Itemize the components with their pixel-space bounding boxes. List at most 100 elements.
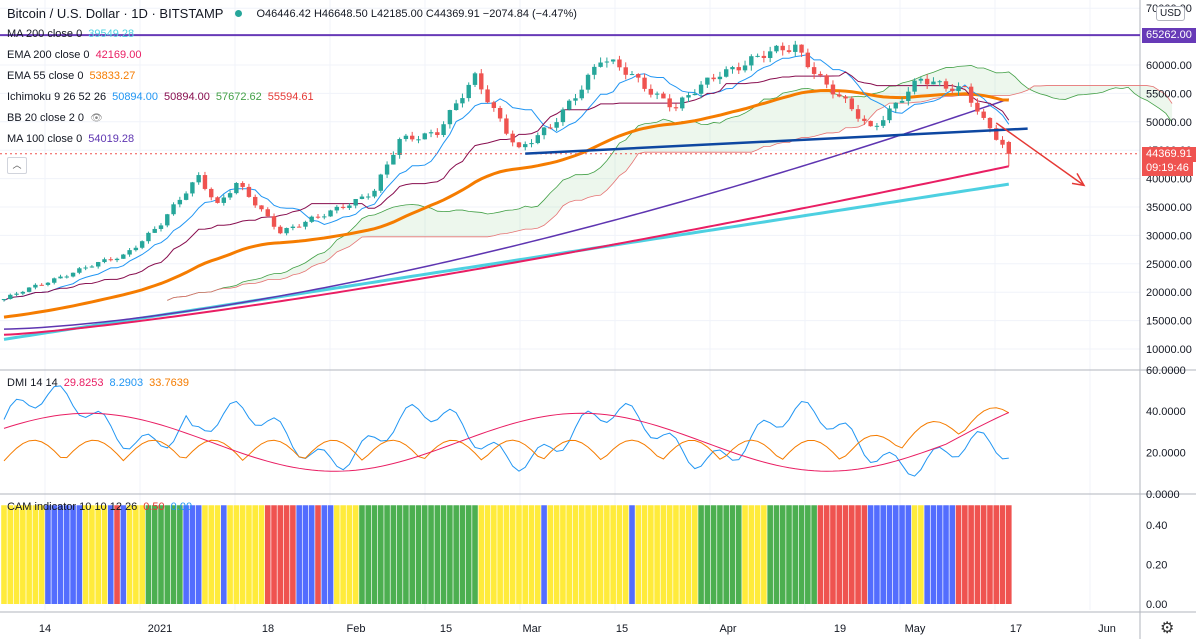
cam-bar [484, 505, 491, 604]
candle-body [881, 120, 886, 126]
candle-body [315, 216, 321, 218]
time-axis-label: 14 [39, 623, 51, 635]
legend-row[interactable]: EMA 55 close 0 53833.27 [7, 66, 320, 87]
cam-bar [547, 505, 554, 604]
price-axis-label: 15000.00 [1146, 316, 1192, 328]
candle-body [786, 50, 792, 52]
legend-label: EMA 200 close 0 [7, 49, 90, 61]
candle-body [397, 139, 402, 155]
cam-bar [918, 505, 924, 604]
candle-body [648, 88, 654, 95]
settings-gear-icon[interactable]: ⚙ [1160, 620, 1175, 637]
legend-row[interactable]: EMA 200 close 0 42169.00 [7, 45, 320, 66]
cam-bar [82, 505, 89, 604]
cam-bar [867, 505, 874, 604]
cam-bar [685, 505, 692, 604]
cam-bar [308, 505, 315, 604]
cam-bar [597, 505, 604, 604]
cloud-fill [167, 65, 1173, 301]
price-axis-label: 50000.00 [1146, 117, 1192, 129]
candle-body [987, 117, 993, 129]
cam-bar [660, 505, 667, 604]
candle-body [742, 65, 748, 71]
candle-body [968, 86, 974, 103]
candle-body [296, 226, 302, 228]
legend-row[interactable]: CAM indicator 10 10 12 26 0.50 0.00 [7, 497, 198, 518]
countdown-tag: 09:19:46 [1142, 161, 1193, 176]
cam-bar [936, 505, 943, 604]
legend-row[interactable]: MA 200 close 0 39549.28 [7, 24, 320, 45]
candle-body [1000, 139, 1005, 145]
candle-body [177, 199, 183, 205]
cam-bar [170, 505, 177, 604]
candle-body [793, 44, 798, 52]
cam-bar [346, 505, 353, 604]
candle-body [661, 93, 666, 99]
candle-body [152, 228, 157, 233]
candle-body [811, 67, 817, 74]
legend-row[interactable]: Ichimoku 9 26 52 26 50894.00 50894.00 57672… [7, 87, 320, 108]
legend-value: 33.7639 [149, 377, 189, 389]
time-axis-label: Feb [347, 623, 366, 635]
hidden-eye-icon[interactable]: 👁 [90, 113, 103, 124]
cam-bar [974, 505, 981, 604]
candle-body [636, 74, 641, 78]
candle-body [372, 190, 377, 197]
candle-body [221, 197, 226, 203]
candle-body [805, 52, 811, 68]
price-axis-label: 10000.00 [1146, 344, 1192, 356]
candle-body [485, 89, 490, 103]
candle-body [962, 86, 968, 88]
cam-bar [38, 505, 45, 604]
cam-bar [151, 505, 158, 604]
legend-value: 0.00 [170, 501, 193, 513]
collapse-legend-button[interactable]: ︿ [7, 157, 27, 174]
candle-body [39, 284, 44, 286]
candle-body [937, 81, 942, 83]
candle-body [33, 284, 38, 288]
minus-di-line [3, 407, 1010, 462]
candle-body [460, 98, 465, 104]
candle-body [20, 291, 26, 294]
cam-bar [710, 505, 717, 604]
candle-body [724, 69, 729, 77]
chart-header: Bitcoin / U.S. Dollar · 1D · BITSTAMP O4… [7, 6, 577, 21]
plus-di-line [3, 385, 1009, 477]
candle-body [259, 205, 264, 210]
candle-body [893, 102, 898, 109]
legend-row[interactable]: BB 20 close 2 0 👁 [7, 108, 320, 129]
candle-body [1, 299, 7, 301]
dmi-axis-label: 40.0000 [1146, 406, 1186, 418]
cam-bar [434, 505, 441, 604]
legend-row[interactable]: DMI 14 14 29.8253 8.2903 33.7639 [7, 373, 195, 394]
cam-bar [717, 505, 723, 604]
time-axis-label: Mar [523, 623, 542, 635]
legend-label: EMA 55 close 0 [7, 70, 84, 82]
cam-bar [352, 505, 359, 604]
cam-bar [874, 505, 880, 604]
candle-body [8, 294, 13, 300]
currency-button[interactable]: USD [1156, 6, 1186, 21]
candle-body [328, 210, 333, 217]
cam-bar [729, 505, 736, 604]
cam-bar [45, 505, 51, 604]
cam-bar [133, 505, 139, 604]
candle-body [227, 193, 233, 198]
candle-body [642, 77, 647, 89]
cam-bar [830, 505, 836, 604]
candle-body [617, 59, 622, 68]
candle-body [523, 144, 528, 148]
cam-bar [767, 505, 773, 604]
legend-row[interactable]: MA 100 close 0 54019.28 [7, 129, 320, 150]
cam-bar [748, 505, 755, 604]
legend-label: DMI 14 14 [7, 377, 58, 389]
cam-bar [239, 505, 246, 604]
cam-bar [252, 505, 258, 604]
cam-pane: 0.40 0.20 0.00 [1, 505, 1167, 611]
cam-bar [792, 505, 799, 604]
cam-bar [440, 505, 447, 604]
candle-body [108, 259, 113, 261]
candle-body [749, 56, 754, 66]
cam-bar [886, 505, 893, 604]
